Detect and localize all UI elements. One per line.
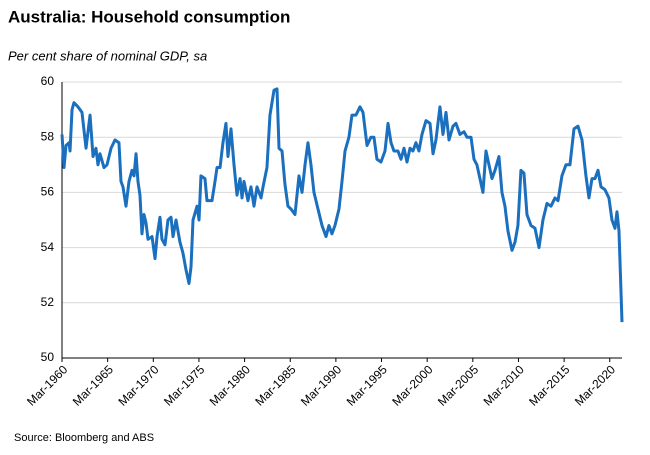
chart-subtitle: Per cent share of nominal GDP, sa [8, 48, 207, 63]
y-tick-label: 58 [41, 129, 55, 143]
x-tick-label: Mar-1995 [344, 362, 390, 408]
x-tick-label: Mar-1985 [252, 362, 298, 408]
x-tick-label: Mar-2005 [435, 362, 481, 408]
y-tick-label: 56 [41, 185, 55, 199]
x-tick-label: Mar-2010 [481, 362, 527, 408]
series-line [60, 87, 624, 323]
x-tick-label: Mar-2000 [389, 362, 435, 408]
x-tick-label: Mar-2015 [526, 362, 572, 408]
x-tick-label: Mar-1975 [161, 362, 207, 408]
y-tick-label: 52 [41, 295, 55, 309]
x-tick-label: Mar-2020 [572, 362, 618, 408]
x-tick-label: Mar-1990 [298, 362, 344, 408]
x-tick-label: Mar-1960 [24, 362, 70, 408]
chart-title: Australia: Household consumption [8, 7, 290, 26]
x-tick-label: Mar-1970 [115, 362, 161, 408]
y-tick-label: 50 [41, 350, 55, 364]
source-note: Source: Bloomberg and ABS [14, 432, 154, 444]
x-tick-label: Mar-1965 [70, 362, 116, 408]
x-tick-label: Mar-1980 [207, 362, 253, 408]
y-tick-label: 54 [41, 240, 55, 254]
y-tick-label: 60 [41, 74, 55, 88]
